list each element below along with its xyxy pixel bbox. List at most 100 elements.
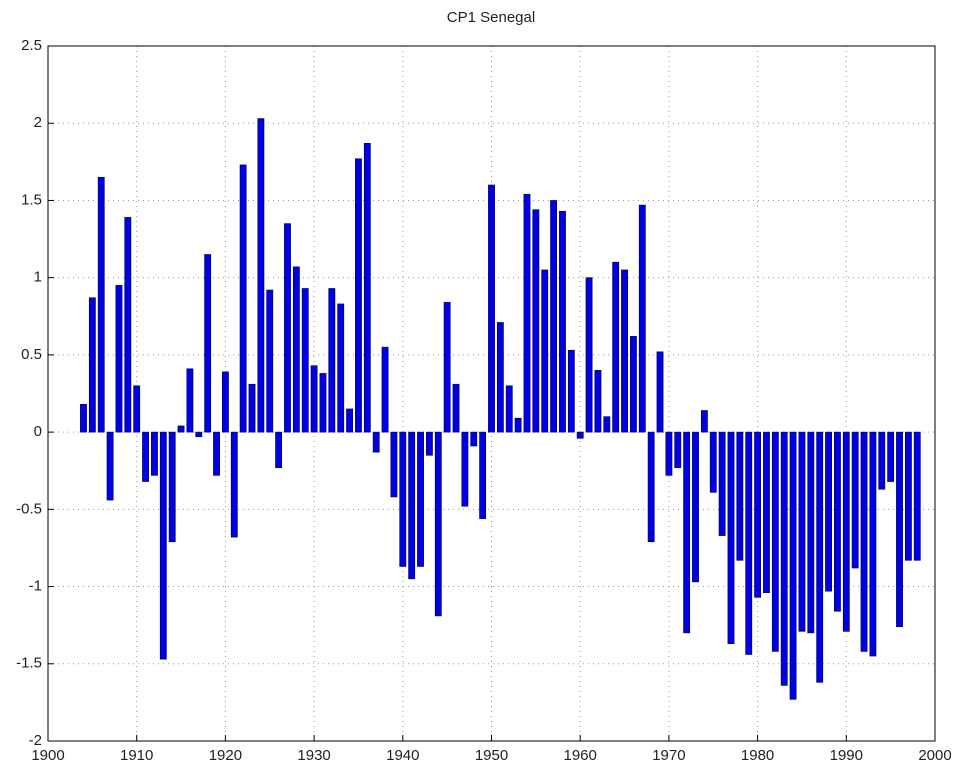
- bar: [674, 431, 682, 468]
- bar: [612, 261, 620, 433]
- x-tick-label: 1990: [830, 747, 863, 764]
- x-tick-label: 1910: [120, 747, 153, 764]
- bar: [496, 322, 504, 433]
- bar: [851, 431, 859, 569]
- bar: [514, 417, 522, 433]
- bar: [869, 431, 877, 657]
- bar: [257, 118, 265, 433]
- bar: [177, 425, 185, 433]
- bar: [372, 431, 380, 453]
- bar: [727, 431, 735, 644]
- x-tick-label: 1960: [564, 747, 597, 764]
- bar: [443, 302, 451, 433]
- bar: [159, 431, 167, 660]
- bar: [603, 416, 611, 433]
- bar: [647, 431, 655, 543]
- bar: [709, 431, 717, 493]
- y-tick-label: -2: [29, 732, 42, 749]
- bar: [789, 431, 797, 700]
- bar: [195, 431, 203, 438]
- x-tick-label: 2000: [918, 747, 951, 764]
- x-tick-label: 1970: [652, 747, 685, 764]
- bar: [213, 431, 220, 476]
- bar: [204, 254, 212, 433]
- bar: [665, 431, 673, 476]
- plot-frame: [47, 45, 936, 742]
- bar: [913, 431, 921, 561]
- y-tick-label: 1.5: [21, 191, 42, 208]
- bar: [266, 289, 274, 433]
- bar: [904, 431, 912, 561]
- bar: [221, 371, 229, 433]
- y-tick-label: -0.5: [16, 500, 42, 517]
- bar: [692, 431, 699, 583]
- bar: [567, 349, 575, 433]
- x-tick-label: 1900: [31, 747, 64, 764]
- bar: [408, 431, 416, 580]
- bar: [142, 431, 149, 482]
- bar: [523, 193, 531, 433]
- bar: [97, 176, 105, 433]
- bar: [399, 431, 407, 567]
- bar: [346, 408, 353, 433]
- y-tick-label: 2.5: [21, 37, 42, 54]
- bar: [780, 431, 788, 686]
- bar: [585, 277, 593, 433]
- bar: [576, 431, 584, 439]
- bar: [488, 184, 495, 433]
- bar: [363, 143, 371, 433]
- bar: [301, 288, 309, 433]
- x-tick-label: 1930: [297, 747, 330, 764]
- bar: [452, 383, 460, 433]
- bar: [168, 431, 176, 543]
- bar: [239, 164, 247, 433]
- x-tick-label: 1940: [386, 747, 419, 764]
- y-tick-label: 0: [34, 423, 42, 440]
- bar: [292, 266, 300, 433]
- bar: [133, 385, 141, 433]
- bar: [186, 368, 194, 433]
- bar: [816, 431, 824, 683]
- bar: [798, 431, 806, 632]
- x-tick-label: 1950: [475, 747, 508, 764]
- y-tick-label: -1.5: [16, 655, 42, 672]
- bar: [124, 217, 132, 433]
- bar: [754, 431, 762, 598]
- bar: [630, 336, 637, 433]
- bar: [151, 431, 158, 476]
- bar: [88, 297, 96, 433]
- bar: [319, 373, 327, 433]
- bar: [718, 431, 726, 536]
- bar: [700, 410, 708, 433]
- bar: [771, 431, 779, 652]
- bar: [470, 431, 478, 447]
- bar: [878, 431, 886, 490]
- bar: [834, 431, 841, 612]
- bar: [745, 431, 753, 655]
- chart-title: CP1 Senegal: [447, 9, 535, 26]
- bar: [310, 365, 318, 433]
- bar: [550, 200, 557, 433]
- x-tick-label: 1920: [209, 747, 242, 764]
- bar: [390, 431, 398, 498]
- bar: [656, 351, 664, 433]
- bar: [337, 303, 345, 433]
- bar: [275, 431, 283, 468]
- bar: [860, 431, 868, 652]
- bar: [479, 431, 487, 519]
- y-tick-label: 2: [34, 114, 42, 131]
- bar: [434, 431, 442, 617]
- bar: [559, 210, 566, 433]
- bar: [328, 288, 336, 433]
- y-tick-label: 0.5: [21, 346, 42, 363]
- bar: [461, 431, 469, 507]
- bar: [417, 431, 424, 567]
- y-tick-label: -1: [29, 578, 42, 595]
- bar: [683, 431, 691, 634]
- bar: [638, 204, 646, 433]
- x-tick-label: 1980: [741, 747, 774, 764]
- bar: [541, 269, 549, 433]
- bar: [532, 209, 540, 433]
- bar: [736, 431, 744, 561]
- y-tick-label: 1: [34, 269, 42, 286]
